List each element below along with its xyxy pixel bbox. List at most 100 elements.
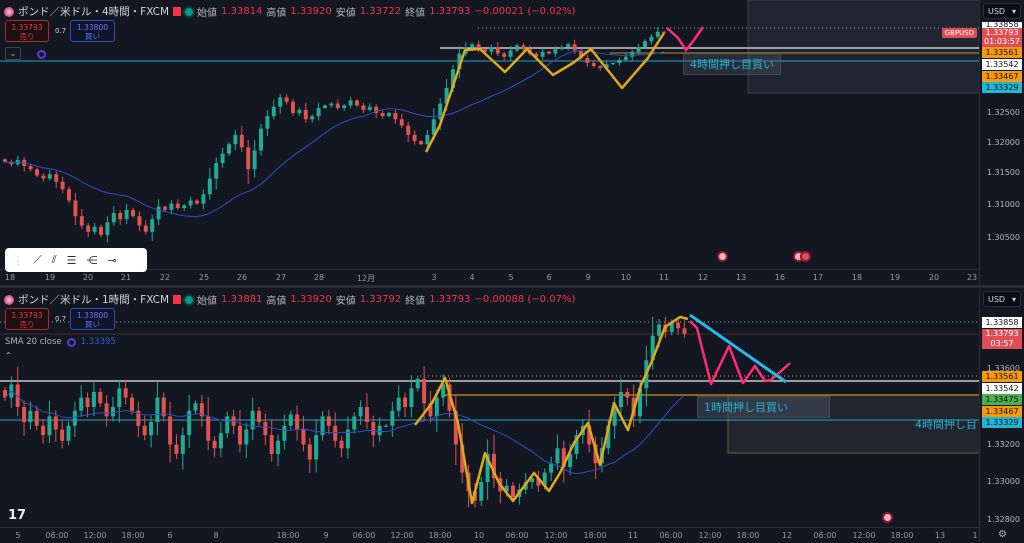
candle[interactable]	[67, 189, 71, 201]
candle[interactable]	[393, 113, 398, 120]
candle[interactable]	[355, 100, 359, 106]
candle[interactable]	[28, 410, 33, 422]
candle[interactable]	[662, 31, 667, 33]
candle[interactable]	[214, 163, 219, 179]
event-uk-flag-icon[interactable]	[717, 251, 728, 262]
buy-button[interactable]: 1.33800 買い	[70, 20, 115, 42]
candle[interactable]	[168, 416, 173, 445]
candle[interactable]	[566, 44, 571, 48]
candle[interactable]	[399, 119, 404, 126]
time-axis-1h[interactable]: 5 06:00 12:00 18:00 6 8 18:00 9 06:00 12:00 18:00 1…	[0, 527, 980, 543]
indicator-icon[interactable]	[37, 50, 46, 59]
candle[interactable]	[105, 222, 110, 235]
candle[interactable]	[291, 101, 295, 113]
candle[interactable]	[377, 425, 382, 436]
candle[interactable]	[207, 178, 212, 195]
candle[interactable]	[271, 106, 276, 117]
candle[interactable]	[649, 36, 654, 42]
candle[interactable]	[320, 416, 325, 436]
candle[interactable]	[34, 410, 39, 426]
candle[interactable]	[403, 397, 408, 407]
candle[interactable]	[284, 97, 289, 102]
candle[interactable]	[555, 448, 560, 464]
candle[interactable]	[495, 47, 500, 54]
candle[interactable]	[323, 105, 327, 109]
candle[interactable]	[585, 58, 590, 63]
candle[interactable]	[451, 69, 455, 88]
candle[interactable]	[130, 397, 134, 411]
candle[interactable]	[237, 425, 242, 445]
candle[interactable]	[380, 113, 385, 117]
candle[interactable]	[252, 150, 257, 170]
candle[interactable]	[60, 181, 65, 190]
candle[interactable]	[396, 397, 401, 411]
candle[interactable]	[367, 106, 372, 110]
candle[interactable]	[536, 478, 541, 486]
settings-gear-icon[interactable]: ⚙	[998, 529, 1007, 540]
candle[interactable]	[22, 407, 27, 422]
candle[interactable]	[124, 209, 129, 220]
candle[interactable]	[136, 410, 141, 426]
candle[interactable]	[239, 134, 244, 148]
candle[interactable]	[422, 378, 427, 404]
pane-separator[interactable]	[0, 285, 1024, 288]
candle[interactable]	[612, 407, 617, 426]
candle[interactable]	[428, 403, 433, 417]
candle[interactable]	[682, 328, 687, 334]
candle[interactable]	[561, 448, 566, 467]
candle[interactable]	[98, 392, 103, 404]
candle[interactable]	[611, 63, 615, 65]
candle[interactable]	[206, 416, 211, 441]
candle[interactable]	[572, 44, 577, 51]
candle[interactable]	[598, 66, 603, 68]
candle[interactable]	[73, 200, 78, 217]
candle[interactable]	[47, 416, 52, 436]
candle[interactable]	[521, 45, 526, 50]
candle[interactable]	[118, 213, 123, 220]
candle[interactable]	[137, 216, 142, 226]
candle[interactable]	[156, 206, 161, 220]
sell-button[interactable]: 1.33793 売り	[5, 20, 49, 42]
candle[interactable]	[504, 485, 509, 492]
candle[interactable]	[54, 174, 59, 182]
drag-handle-icon[interactable]: ⋮	[13, 253, 24, 267]
candle[interactable]	[444, 88, 449, 104]
candle[interactable]	[85, 397, 90, 407]
candle[interactable]	[143, 225, 148, 232]
candle[interactable]	[542, 472, 547, 486]
candle[interactable]	[60, 429, 65, 441]
candle[interactable]	[438, 103, 443, 120]
candle[interactable]	[3, 159, 7, 162]
currency-select[interactable]: USD ▾	[983, 291, 1021, 307]
candle[interactable]	[623, 56, 628, 60]
candle[interactable]	[303, 109, 308, 120]
candles-4h[interactable]	[0, 0, 980, 269]
candle[interactable]	[131, 209, 135, 217]
price-axis-4h[interactable]: USD ▾ 1.33858 1.33793 01:03:57 1.33561 1.…	[979, 0, 1024, 285]
price-axis-1h[interactable]: USD ▾ 1.33858 1.33793 03:57 1.33600 1.335…	[979, 288, 1024, 543]
candle[interactable]	[502, 53, 507, 57]
forecast-drawing[interactable]	[689, 320, 791, 386]
candle[interactable]	[617, 59, 622, 63]
candle[interactable]	[28, 166, 33, 170]
candle[interactable]	[559, 47, 564, 50]
candle[interactable]	[540, 51, 545, 57]
candle[interactable]	[568, 453, 573, 467]
candle[interactable]	[314, 435, 319, 460]
candle[interactable]	[618, 392, 623, 407]
flag-icon[interactable]	[173, 7, 182, 16]
zigzag-drawing[interactable]	[414, 315, 689, 505]
candle[interactable]	[265, 116, 270, 129]
candle[interactable]	[547, 51, 551, 54]
candle[interactable]	[278, 97, 283, 107]
collapse-chevron-icon[interactable]: ⌃	[5, 351, 12, 360]
candle[interactable]	[434, 397, 439, 417]
candle[interactable]	[149, 422, 154, 436]
candle[interactable]	[86, 225, 91, 232]
candle[interactable]	[47, 174, 52, 179]
candle[interactable]	[169, 203, 174, 210]
indicator-legend[interactable]: SMA 20 close 1.33395	[5, 337, 116, 347]
indicator-settings-icon[interactable]	[66, 337, 76, 347]
note-4h-pullback[interactable]: 4時間押し目	[915, 418, 977, 431]
candle[interactable]	[288, 414, 293, 426]
